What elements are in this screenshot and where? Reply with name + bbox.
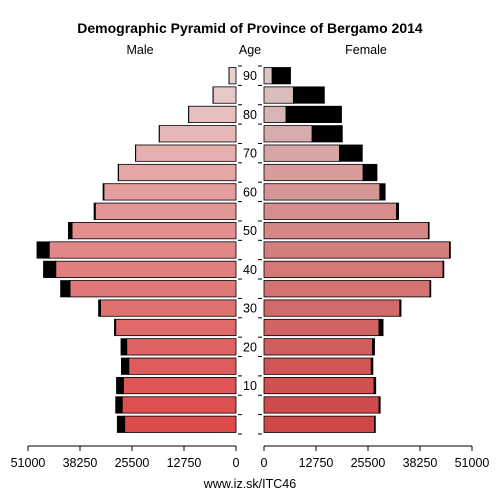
female-bars [263,67,451,433]
chart-title: Demographic Pyramid of Province of Berga… [77,20,423,36]
male-foreign-bar [116,415,126,433]
female-native-bar [263,67,273,85]
male-foreign-bar [60,280,71,298]
age-tick-label: 30 [243,302,257,316]
male-bars [36,67,237,433]
male-foreign-bar [43,260,57,278]
male-native-bar [158,125,237,143]
female-label: Female [345,43,387,57]
female-foreign-bar [362,163,378,182]
age-tick-label: 50 [243,224,257,238]
female-native-bar [263,357,372,375]
female-native-bar [263,163,364,182]
age-tick-label: 90 [243,69,257,83]
female-x-tick-label: 25500 [351,456,386,470]
female-foreign-bar [339,144,363,162]
male-native-bar [123,376,237,395]
male-label: Male [126,43,153,57]
age-tick-label: 70 [243,147,257,161]
male-foreign-bar [36,241,50,259]
male-native-bar [115,318,237,337]
male-foreign-bar [93,202,96,220]
female-native-bar [263,202,397,220]
male-native-bar [128,357,237,375]
female-native-bar [263,222,429,240]
male-native-bar [69,280,237,298]
female-native-bar [263,415,375,433]
male-native-bar [100,299,237,317]
female-foreign-bar [449,241,451,259]
female-native-bar [263,260,444,278]
female-foreign-bar [427,222,430,240]
female-foreign-bar [285,105,342,124]
female-x-tick-label: 51000 [455,456,490,470]
age-tick-label: 40 [243,263,257,277]
male-native-bar [71,222,237,240]
male-foreign-bar [102,183,105,201]
male-native-bar [55,260,237,278]
source-url[interactable]: www.iz.sk/ITC46 [203,477,296,491]
female-native-bar [263,125,313,143]
male-foreign-bar [98,299,101,317]
male-x-tick-label: 38250 [63,456,98,470]
female-x-tick-label: 38250 [403,456,438,470]
axes: 10 20 30 40 50 60 70 80 90 51000 38250 25500 12750 0 0… [11,65,490,470]
female-foreign-bar [292,86,325,104]
male-native-bar [48,241,237,259]
age-tick-label: 20 [243,340,257,354]
female-foreign-bar [271,67,291,85]
male-foreign-bar [120,338,128,356]
male-x-tick-label: 25500 [115,456,150,470]
male-native-bar [103,183,237,201]
female-native-bar [263,318,380,337]
male-foreign-bar [120,357,130,375]
male-native-bar [121,396,237,414]
female-native-bar [263,183,381,201]
male-native-bar [124,415,237,433]
female-native-bar [263,396,380,414]
male-native-bar [228,67,237,85]
female-native-bar [263,241,450,259]
female-x-tick-label: 12750 [299,456,334,470]
female-native-bar [263,105,287,124]
female-foreign-bar [399,299,402,317]
female-foreign-bar [378,318,384,337]
male-native-bar [212,86,237,104]
female-x-tick-label: 0 [261,456,268,470]
male-x-tick-label: 12750 [167,456,202,470]
male-x-tick-label: 51000 [11,456,46,470]
female-native-bar [263,338,373,356]
female-foreign-bar [311,125,343,143]
female-foreign-bar [370,357,374,375]
male-native-bar [126,338,237,356]
male-native-bar [135,144,237,162]
female-native-bar [263,86,294,104]
female-foreign-bar [429,280,432,298]
age-tick-label: 60 [243,185,257,199]
female-foreign-bar [378,396,381,414]
age-tick-label: 10 [243,379,257,393]
female-foreign-bar [373,376,377,395]
female-native-bar [263,144,340,162]
male-foreign-bar [114,318,117,337]
female-foreign-bar [442,260,445,278]
female-native-bar [263,376,375,395]
male-foreign-bar [115,396,123,414]
male-x-tick-label: 0 [233,456,240,470]
male-foreign-bar [67,222,73,240]
age-label: Age [239,43,261,57]
female-native-bar [263,299,401,317]
female-native-bar [263,280,431,298]
female-foreign-bar [374,415,376,433]
female-foreign-bar [379,183,386,201]
female-foreign-bar [372,338,375,356]
male-foreign-bar [116,376,124,395]
male-native-bar [118,163,237,182]
age-tick-label: 80 [243,108,257,122]
male-native-bar [188,105,237,124]
female-foreign-bar [396,202,399,220]
male-native-bar [94,202,237,220]
